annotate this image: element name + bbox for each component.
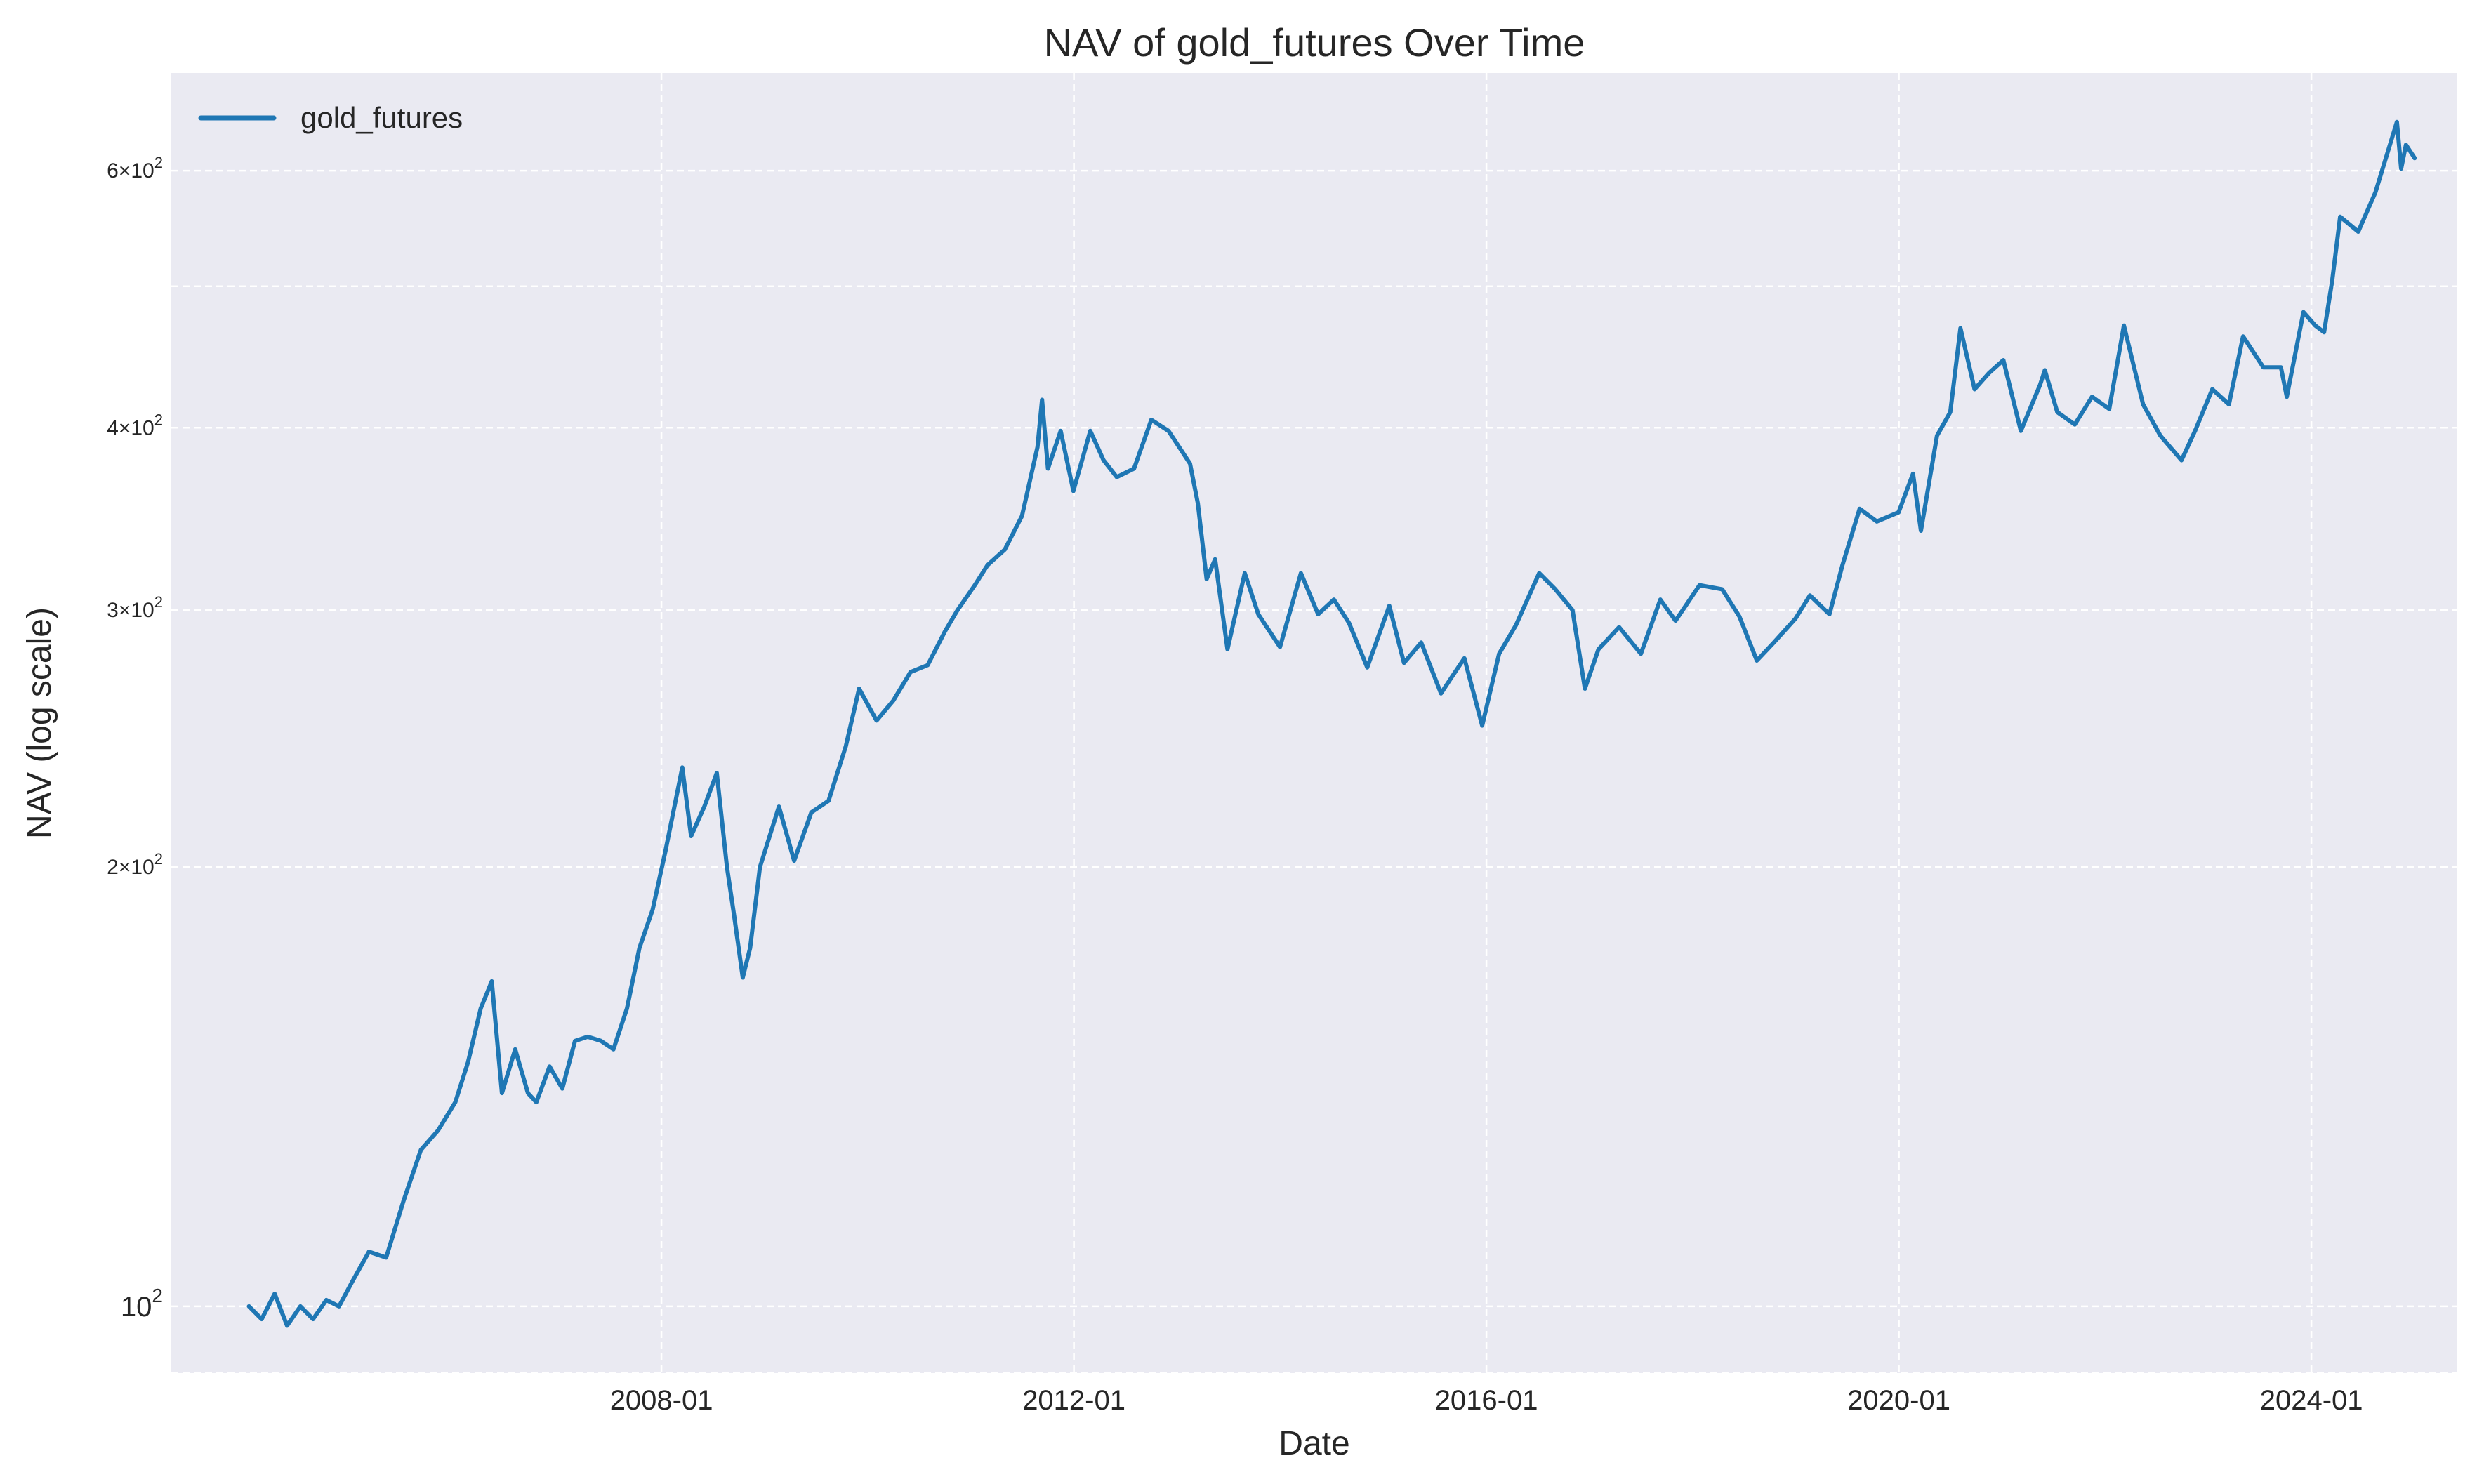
series-line-gold_futures	[246, 119, 2417, 1328]
y-tick-label: 3×102	[107, 593, 163, 622]
grid	[171, 73, 2457, 1374]
tick-labels: 2008-01 2012-01 2016-01 2020-01 2024-01 102 2×…	[107, 154, 2363, 1416]
x-tick-label: 2024-01	[2260, 1385, 2363, 1416]
x-tick-label: 2012-01	[1022, 1385, 1125, 1416]
y-tick-label: 102	[121, 1285, 163, 1323]
x-tick-label: 2008-01	[610, 1385, 713, 1416]
chart-title: NAV of gold_futures Over Time	[1044, 20, 1585, 65]
x-tick-label: 2020-01	[1847, 1385, 1950, 1416]
legend: gold_futures	[198, 101, 463, 134]
x-axis-label: Date	[1279, 1425, 1349, 1462]
y-tick-label: 4×102	[107, 411, 163, 439]
y-tick-label: 2×102	[107, 850, 163, 879]
x-tick-label: 2016-01	[1435, 1385, 1538, 1416]
series-layer	[246, 119, 2417, 1328]
y-tick-label: 6×102	[107, 154, 163, 183]
plot-area	[171, 73, 2457, 1373]
y-axis-label: NAV (log scale)	[21, 607, 58, 839]
legend-label-gold_futures: gold_futures	[300, 101, 463, 134]
